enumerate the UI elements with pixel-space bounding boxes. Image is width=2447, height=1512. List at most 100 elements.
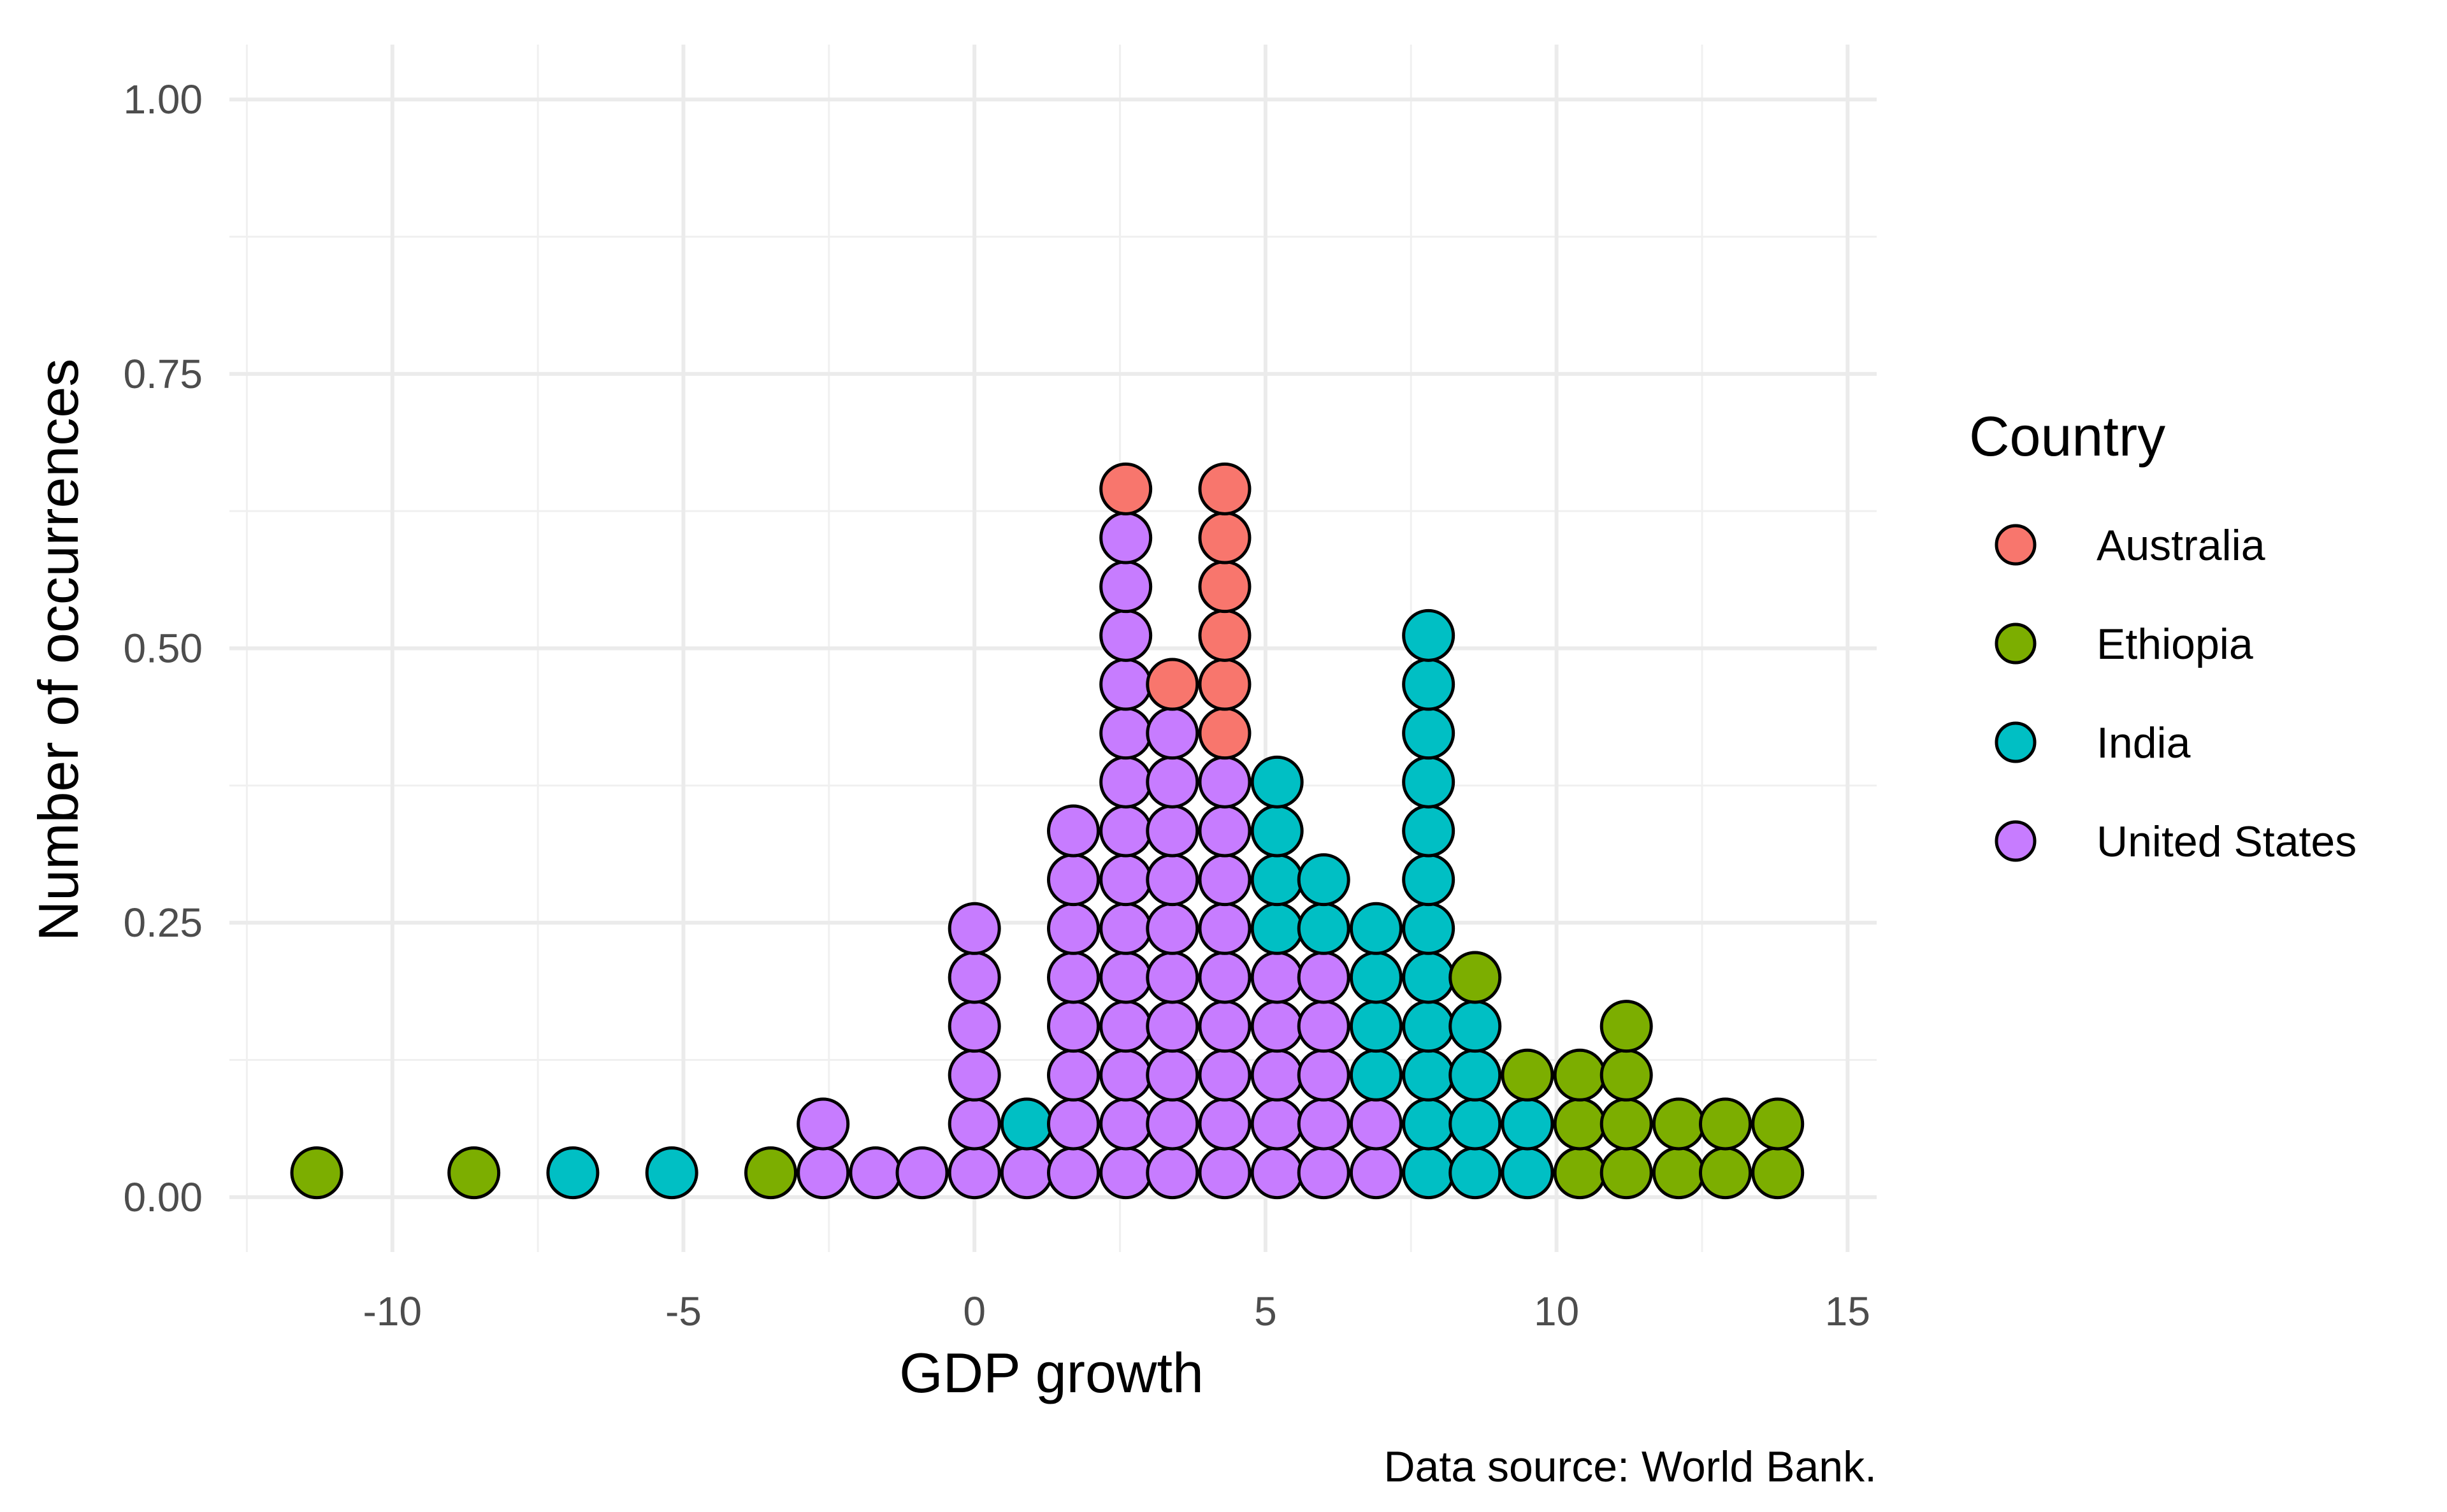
dot-india (1402, 658, 1455, 711)
x-tick-label: 0 (963, 1288, 986, 1334)
dot-india (1402, 951, 1455, 1004)
dot-united-states (1046, 804, 1100, 858)
dot-india (1349, 951, 1403, 1004)
dot-india (1402, 853, 1455, 907)
dot-united-states (1099, 560, 1153, 614)
dot-india (1297, 853, 1350, 907)
dot-ethiopia (1599, 1000, 1653, 1053)
dot-india (1250, 853, 1304, 907)
x-tick-labels: -10 -5 0 5 10 15 (363, 1288, 1870, 1334)
dot-ethiopia (744, 1146, 797, 1200)
dot-ethiopia (1652, 1146, 1705, 1200)
dot-united-states (1046, 1146, 1100, 1200)
dot-india (1402, 1146, 1455, 1200)
dot-india (1349, 1048, 1403, 1102)
dot-united-states (1099, 658, 1153, 711)
dot-united-states (1146, 902, 1199, 955)
dot-united-states (1099, 951, 1153, 1004)
dot-united-states (1046, 1097, 1100, 1151)
dot-india (1402, 804, 1455, 858)
dot-ethiopia (1553, 1097, 1606, 1151)
dot-united-states (1198, 902, 1252, 955)
dot-united-states (1046, 951, 1100, 1004)
dot-united-states (849, 1146, 902, 1200)
x-tick-label: -10 (363, 1288, 422, 1334)
dot-united-states (948, 951, 1001, 1004)
dot-united-states (1250, 1048, 1304, 1102)
x-tick-label: 15 (1825, 1288, 1870, 1334)
dot-india (1297, 902, 1350, 955)
dot-australia (1198, 658, 1252, 711)
dot-australia (1198, 511, 1252, 565)
legend: Country Australia Ethiopia India United Sta… (1969, 405, 2357, 866)
dot-india (1501, 1146, 1554, 1200)
legend-key (1995, 721, 2037, 763)
dot-united-states (948, 1097, 1001, 1151)
dot-india (1402, 1048, 1455, 1102)
y-tick-labels: 0.00 0.25 0.50 0.75 1.00 (123, 76, 203, 1220)
dot-united-states (948, 1146, 1001, 1200)
dot-united-states (1000, 1146, 1053, 1200)
dot-india (1250, 755, 1304, 809)
dot-ethiopia (1751, 1146, 1805, 1200)
dot-india (1448, 1048, 1502, 1102)
dot-ethiopia (1599, 1048, 1653, 1102)
dot-india (1349, 902, 1403, 955)
x-axis-title: GDP growth (899, 1341, 1204, 1404)
y-tick-label: 0.00 (123, 1174, 203, 1220)
dot-india (1448, 1000, 1502, 1053)
dot-ethiopia (1448, 951, 1502, 1004)
dot-ethiopia (1699, 1097, 1752, 1151)
dot-india (1402, 1097, 1455, 1151)
y-tick-label: 0.50 (123, 626, 203, 672)
dot-united-states (1146, 951, 1199, 1004)
dot-ethiopia (1553, 1146, 1606, 1200)
y-tick-label: 0.25 (123, 900, 203, 946)
dot-united-states (1250, 1097, 1304, 1151)
dot-united-states (1198, 804, 1252, 858)
dot-united-states (1099, 804, 1153, 858)
dot-united-states (1297, 951, 1350, 1004)
dot-united-states (1198, 1146, 1252, 1200)
legend-items: Australia Ethiopia India United States (1995, 521, 2357, 866)
x-tick-label: 10 (1534, 1288, 1579, 1334)
dot-india (1250, 804, 1304, 858)
dot-ethiopia (1751, 1097, 1805, 1151)
y-axis-title: Number of occurrences (27, 359, 90, 942)
dot-australia (1146, 658, 1199, 711)
dot-united-states (1099, 511, 1153, 565)
dot-united-states (1046, 902, 1100, 955)
dot-united-states (797, 1146, 850, 1200)
dot-united-states (1046, 1048, 1100, 1102)
dot-india (1000, 1097, 1053, 1151)
legend-label: Australia (2097, 521, 2265, 570)
dot-australia (1198, 560, 1252, 614)
dot-united-states (1198, 1000, 1252, 1053)
dot-india (546, 1146, 600, 1200)
dot-united-states (1250, 1000, 1304, 1053)
legend-label: United States (2097, 817, 2357, 866)
dot-united-states (1250, 1146, 1304, 1200)
dot-united-states (948, 1000, 1001, 1053)
legend-key (1995, 524, 2037, 566)
dot-united-states (1099, 755, 1153, 809)
dot-australia (1198, 707, 1252, 760)
dot-united-states (1099, 1048, 1153, 1102)
dot-united-states (1146, 1000, 1199, 1053)
dot-united-states (1146, 1097, 1199, 1151)
x-tick-label: 5 (1254, 1288, 1277, 1334)
dot-united-states (1198, 1048, 1252, 1102)
dot-united-states (1146, 1048, 1199, 1102)
dot-india (1402, 755, 1455, 809)
dot-united-states (948, 1048, 1001, 1102)
dot-united-states (1099, 1097, 1153, 1151)
y-tick-label: 1.00 (123, 76, 203, 122)
dot-united-states (1099, 707, 1153, 760)
dot-united-states (1349, 1097, 1403, 1151)
dot-ethiopia (447, 1146, 501, 1200)
dot-united-states (1099, 1146, 1153, 1200)
dot-united-states (1146, 707, 1199, 760)
dot-united-states (1198, 951, 1252, 1004)
x-tick-label: -5 (665, 1288, 702, 1334)
dot-united-states (1198, 853, 1252, 907)
